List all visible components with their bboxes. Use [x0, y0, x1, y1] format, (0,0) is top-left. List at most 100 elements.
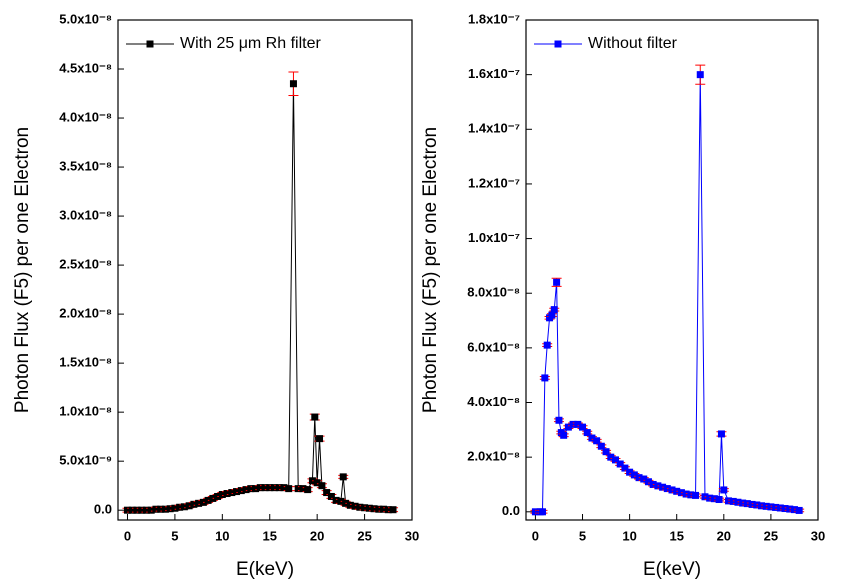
plot-frame	[525, 19, 819, 521]
y-tick-label: 8.0x10⁻⁸	[467, 285, 520, 300]
marker	[588, 434, 596, 442]
marker	[543, 341, 551, 349]
marker	[781, 505, 789, 513]
marker	[626, 468, 634, 476]
marker	[682, 490, 690, 498]
marker	[553, 278, 561, 286]
marker	[786, 505, 794, 513]
marker	[176, 503, 184, 511]
marker	[339, 473, 347, 481]
marker	[318, 482, 326, 490]
marker	[696, 71, 704, 79]
y-tick-label: 2.0x10⁻⁸	[59, 306, 112, 321]
marker	[123, 506, 131, 514]
marker	[531, 508, 539, 516]
marker	[644, 478, 652, 486]
marker	[171, 504, 179, 512]
marker	[180, 503, 188, 511]
y-tick-label: 5.0x10⁻⁸	[59, 11, 112, 26]
marker	[223, 490, 231, 498]
marker	[574, 420, 582, 428]
marker	[152, 505, 160, 513]
x-tick-label: 10	[622, 528, 636, 543]
marker	[157, 505, 165, 513]
x-tick-label: 5	[579, 528, 586, 543]
y-tick-label: 5.0x10⁻⁹	[59, 453, 112, 468]
x-tick-label: 20	[310, 528, 324, 543]
marker	[275, 484, 283, 492]
marker	[762, 502, 770, 510]
marker	[270, 484, 278, 492]
marker	[538, 508, 546, 516]
marker	[233, 488, 241, 496]
marker	[389, 506, 397, 514]
marker	[147, 506, 155, 514]
y-tick-label: 6.0x10⁻⁸	[467, 339, 520, 354]
x-tick-label: 15	[669, 528, 683, 543]
marker	[311, 413, 319, 421]
marker	[138, 506, 146, 514]
marker	[560, 431, 568, 439]
marker	[256, 484, 264, 492]
y-tick-label: 3.0x10⁻⁸	[59, 208, 112, 223]
marker	[285, 485, 293, 493]
y-tick-label: 4.0x10⁻⁸	[467, 394, 520, 409]
marker	[280, 484, 288, 492]
y-tick-label: 1.0x10⁻⁸	[59, 404, 112, 419]
marker	[692, 491, 700, 499]
marker	[743, 500, 751, 508]
marker	[541, 374, 549, 382]
x-axis-label: E(keV)	[236, 559, 294, 580]
marker	[720, 486, 728, 494]
y-tick-label: 1.8x10⁻⁷	[468, 11, 520, 26]
y-tick-label: 4.0x10⁻⁸	[59, 109, 112, 124]
x-tick-label: 25	[357, 528, 371, 543]
marker	[237, 487, 245, 495]
marker	[706, 494, 714, 502]
marker	[795, 506, 803, 514]
marker	[365, 504, 373, 512]
marker	[621, 464, 629, 472]
y-tick-label: 1.4x10⁻⁷	[468, 121, 520, 136]
marker	[640, 475, 648, 483]
y-tick-label: 0.0	[502, 503, 520, 518]
marker	[327, 492, 335, 500]
y-tick-label: 2.5x10⁻⁸	[59, 257, 112, 272]
marker	[555, 416, 563, 424]
marker	[630, 471, 638, 479]
x-tick-label: 0	[532, 528, 539, 543]
y-tick-label: 1.5x10⁻⁸	[59, 355, 112, 370]
marker	[717, 430, 725, 438]
marker	[729, 497, 737, 505]
marker	[767, 503, 775, 511]
marker	[739, 499, 747, 507]
x-tick-label: 30	[405, 528, 419, 543]
marker	[161, 505, 169, 513]
x-tick-label: 25	[764, 528, 778, 543]
marker	[579, 423, 587, 431]
marker	[190, 500, 198, 508]
marker	[384, 506, 392, 514]
y-tick-label: 1.2x10⁻⁷	[468, 175, 520, 190]
marker	[266, 484, 274, 492]
series-line	[535, 74, 800, 513]
marker	[294, 485, 302, 493]
marker	[351, 502, 359, 510]
marker	[687, 491, 695, 499]
marker	[261, 484, 269, 492]
marker	[228, 489, 236, 497]
marker	[564, 423, 572, 431]
y-tick-label: 2.0x10⁻⁸	[467, 449, 520, 464]
marker	[593, 437, 601, 445]
marker	[332, 496, 340, 504]
y-axis-label: Photon Flux (F5) per one Electron	[420, 127, 441, 413]
marker	[725, 497, 733, 505]
marker	[616, 460, 624, 468]
marker	[772, 503, 780, 511]
plot-frame	[117, 19, 413, 521]
marker	[142, 506, 150, 514]
y-tick-label: 0.0	[94, 502, 112, 517]
marker	[550, 306, 558, 314]
y-tick-label: 3.5x10⁻⁸	[59, 158, 112, 173]
